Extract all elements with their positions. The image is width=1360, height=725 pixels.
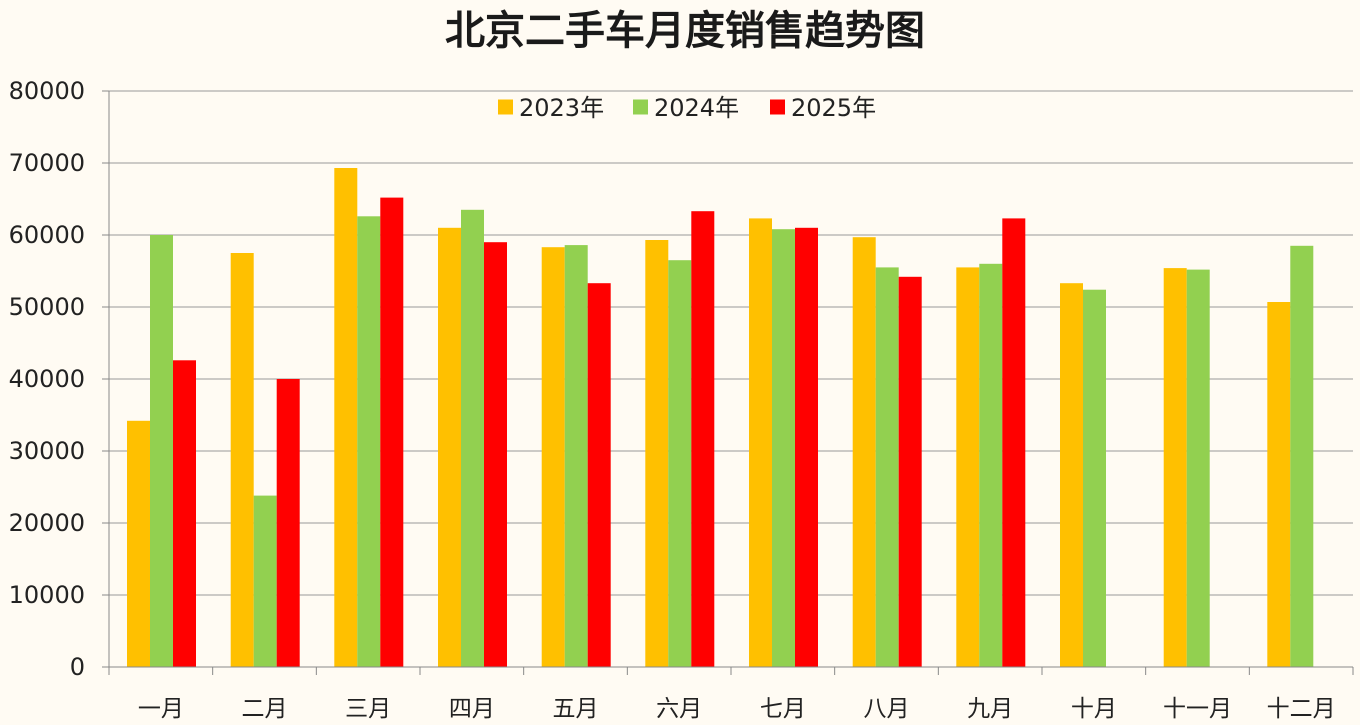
y-tick-label: 70000 [9,149,85,177]
x-tick-label: 四月 [449,696,495,722]
bar [230,253,254,667]
bar [1186,269,1210,667]
y-tick-label: 30000 [9,437,85,465]
y-tick-label: 60000 [9,221,85,249]
bar [691,211,715,667]
gridlines [109,90,1353,596]
bar [484,242,507,667]
bar [1002,218,1026,667]
chart-title: 北京二手车月度销售趋势图 [445,8,925,54]
bar [956,267,980,667]
bar [357,216,381,668]
bar [772,229,795,667]
y-tick-label: 80000 [9,77,85,105]
x-tick-label: 二月 [242,696,288,722]
bar [564,245,588,667]
legend-swatch [498,99,513,115]
bar [1083,289,1106,667]
legend-label: 2025年 [791,94,876,122]
x-tick-label: 一月 [138,696,184,722]
legend: 2023年 2024年 2025年 [498,94,876,122]
bar [852,237,876,667]
y-axis: 0 10000 20000 30000 40000 50000 60000 70000 8000… [9,77,110,681]
bar [1060,283,1083,667]
bar [334,168,358,667]
bar [749,218,772,667]
x-tick-label: 八月 [864,696,910,722]
bar [645,240,669,667]
y-tick-label: 0 [70,653,85,681]
x-tick-label: 十月 [1071,696,1117,722]
legend-label: 2024年 [654,94,739,122]
bar [795,227,818,668]
bar [380,197,404,667]
bars [127,168,1314,668]
bar [898,276,922,667]
x-tick-label: 七月 [760,696,806,722]
bar [253,495,277,667]
legend-swatch [633,99,648,115]
bar [979,263,1003,667]
x-tick-label: 五月 [553,696,599,722]
legend-item: 2025年 [770,94,876,122]
bar [875,267,899,667]
bar [173,360,196,667]
x-tick-label: 三月 [345,696,391,722]
bar [1267,302,1291,667]
legend-label: 2023年 [519,94,604,122]
x-tick-label: 十一月 [1163,696,1232,722]
x-tick-label: 六月 [656,696,702,722]
bar [1163,268,1187,667]
bar [541,247,565,667]
x-tick-label: 十二月 [1267,696,1336,722]
y-tick-label: 10000 [9,581,85,609]
bar [1290,245,1314,668]
bar [587,283,611,667]
bar [438,227,461,668]
legend-item: 2023年 [498,94,604,122]
y-tick-label: 20000 [9,509,85,537]
bar [668,260,692,667]
bar [276,379,300,667]
y-tick-label: 50000 [9,293,85,321]
y-tick-label: 40000 [9,365,85,393]
x-axis: 一月 二月 三月 四月 五月 六月 七月 八月 九月 十月 十一月 十二月 [108,666,1354,722]
bar [150,235,173,667]
legend-swatch [770,99,785,115]
legend-item: 2024年 [633,94,739,122]
bar [461,209,484,668]
bar [127,420,150,667]
x-tick-label: 九月 [967,696,1013,722]
